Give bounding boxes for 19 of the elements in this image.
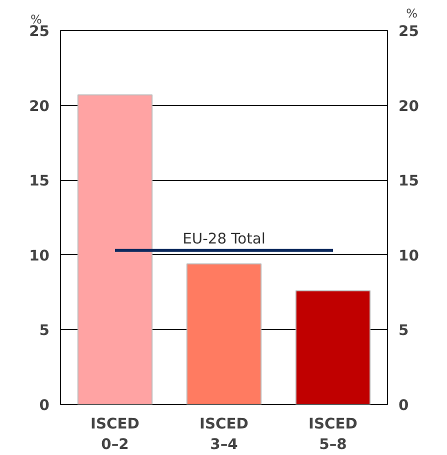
x-tick-label: ISCED 3–4 xyxy=(200,416,248,453)
bar xyxy=(77,94,153,404)
y2-tick-label: 5 xyxy=(398,322,409,340)
y2-axis-title: % xyxy=(406,6,418,20)
y2-tick-label: 15 xyxy=(398,172,419,190)
x-tick-label: ISCED 5–8 xyxy=(308,416,358,453)
bar xyxy=(186,263,262,404)
y-tick-label: 20 xyxy=(29,98,50,115)
y-tick-label: 0 xyxy=(39,397,50,414)
y2-tick-label: 0 xyxy=(398,397,409,414)
y-tick-label: 10 xyxy=(29,247,50,264)
y2-tick-label: 20 xyxy=(398,98,419,115)
y2-tick-label: 25 xyxy=(398,23,419,40)
y-tick-label: 15 xyxy=(29,172,50,190)
y2-tick-label: 10 xyxy=(398,247,419,264)
series-label: EU-28 Total xyxy=(182,230,266,248)
x-tick-label: ISCED 0–2 xyxy=(90,416,140,453)
y-tick-label: 5 xyxy=(39,322,50,340)
bar xyxy=(295,290,371,404)
